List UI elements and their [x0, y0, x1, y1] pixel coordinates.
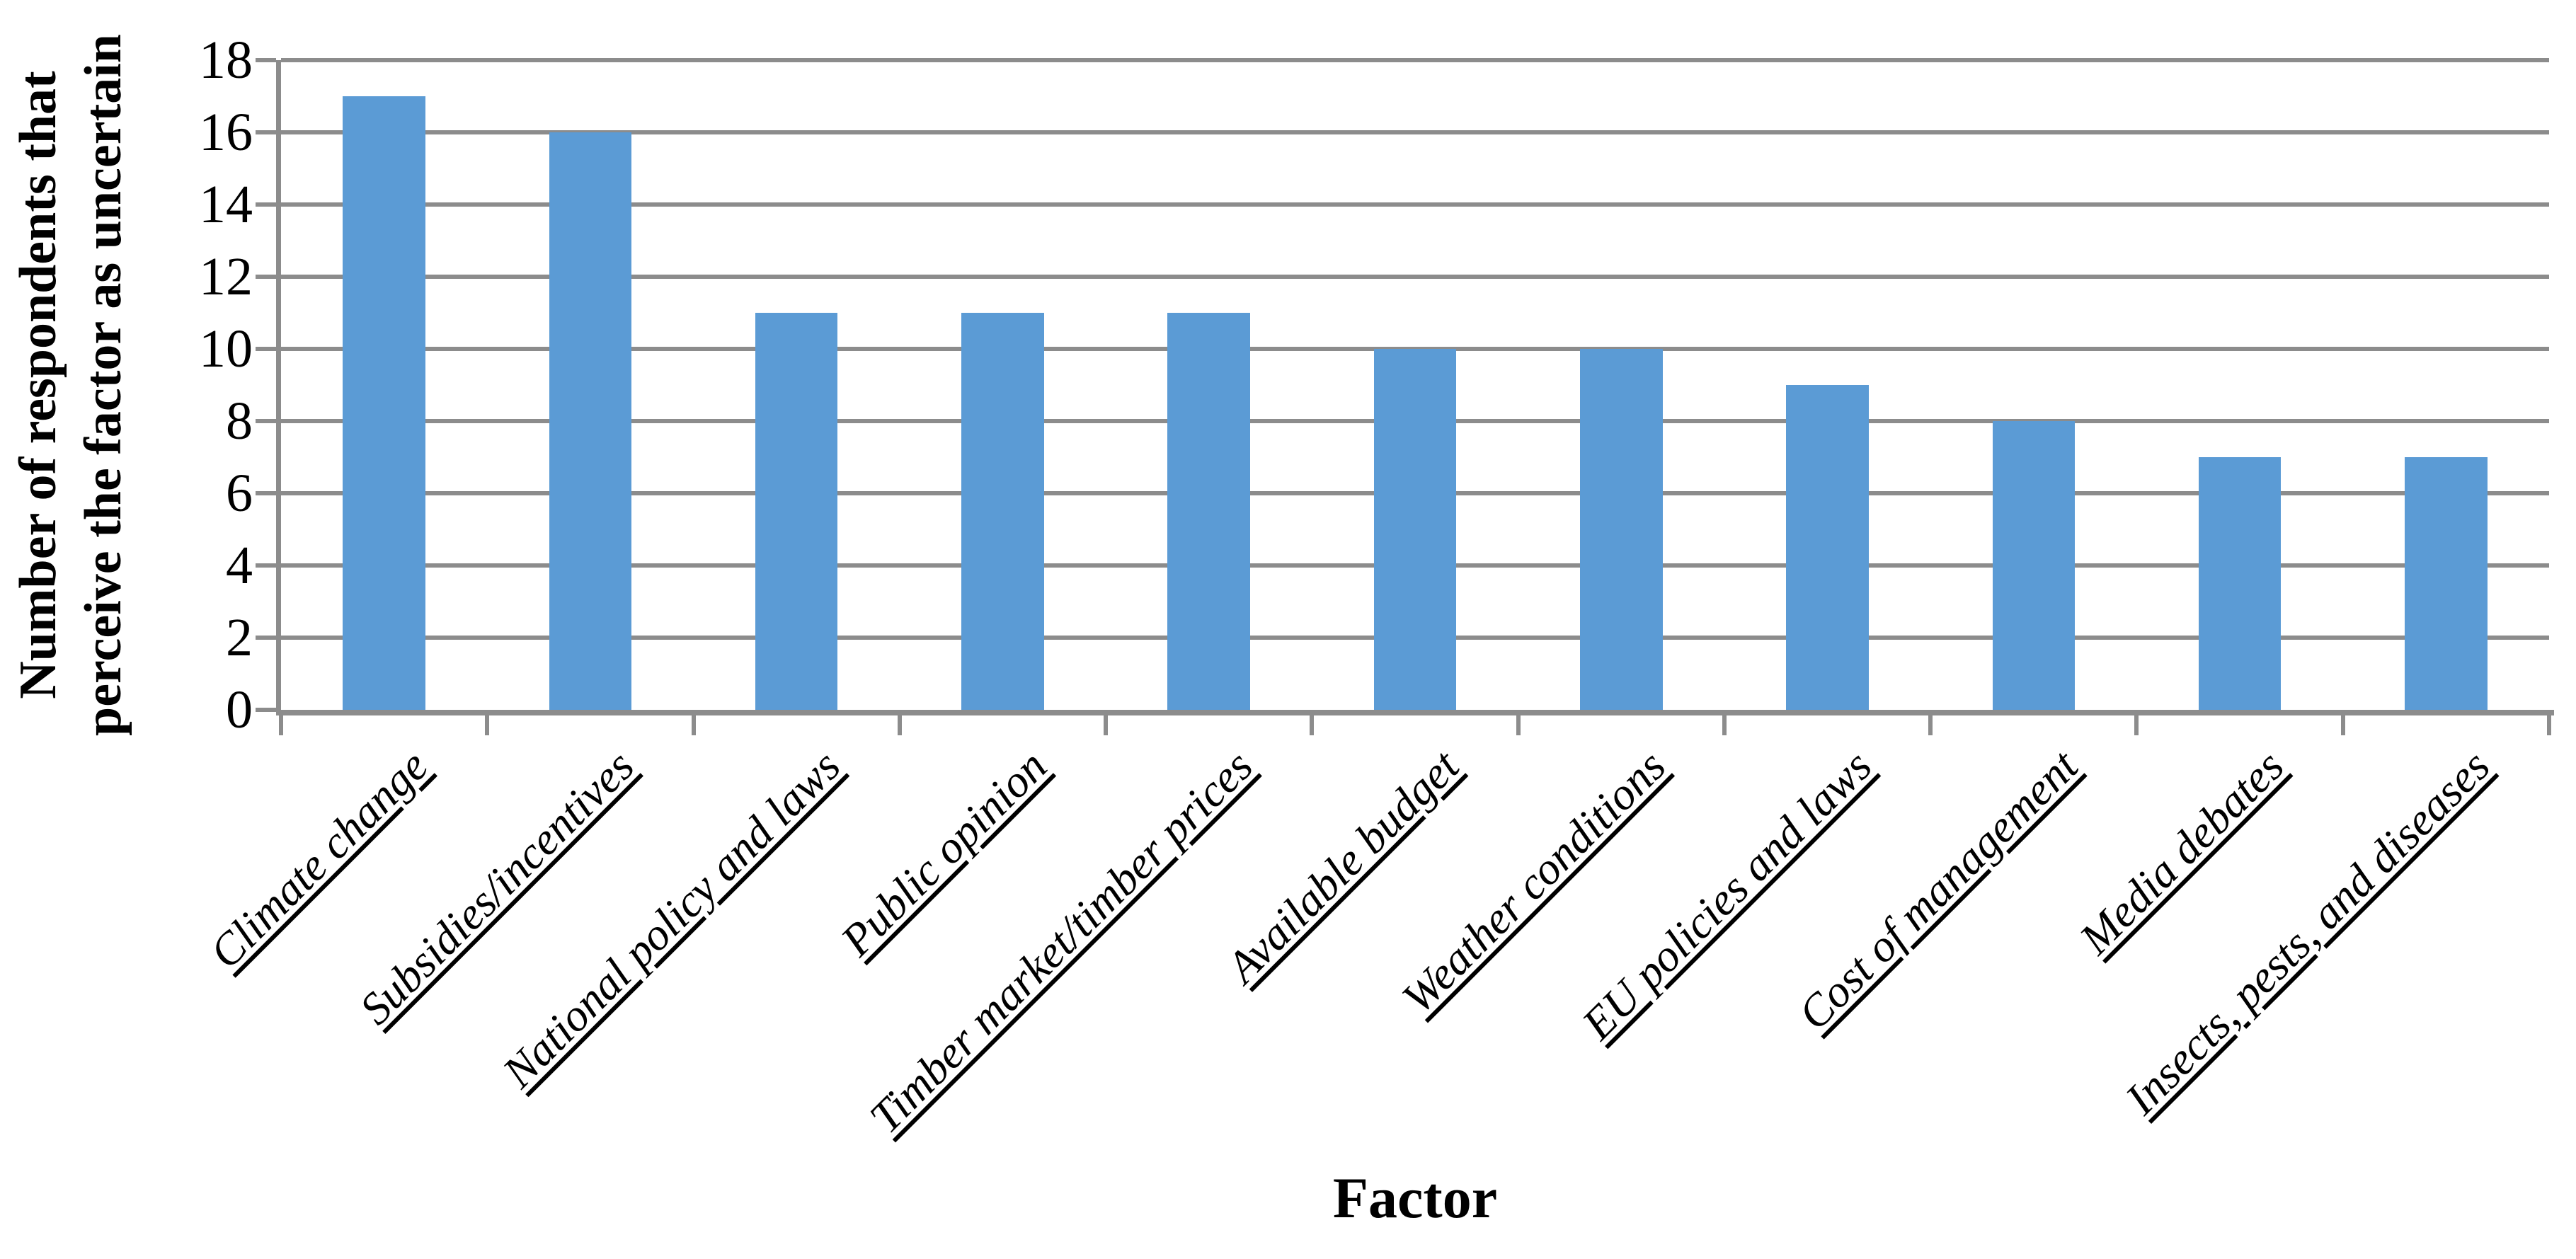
bar [2198, 457, 2282, 710]
x-tick-mark [485, 710, 490, 735]
y-tick-label: 16 [199, 103, 253, 162]
bar [961, 313, 1044, 710]
x-tick-mark [1310, 710, 1315, 735]
gridline [281, 130, 2549, 134]
x-tick-mark [1928, 710, 1933, 735]
bar [343, 96, 425, 710]
x-tick-mark [2340, 710, 2345, 735]
y-tick-mark [256, 347, 276, 351]
bar [549, 132, 632, 710]
y-tick-mark [256, 130, 276, 134]
y-tick-mark [256, 708, 276, 712]
x-axis-title: Factor [1332, 1166, 1498, 1230]
category-label: Climate change [200, 740, 438, 978]
gridline [281, 58, 2549, 62]
bar [1373, 349, 1457, 710]
gridline [281, 202, 2549, 207]
x-tick-mark [691, 710, 696, 735]
bar [1580, 349, 1663, 710]
y-tick-mark [256, 563, 276, 568]
y-tick-mark [256, 419, 276, 423]
category-label: Media debates [2070, 740, 2294, 964]
x-tick-mark [897, 710, 902, 735]
y-tick-label: 2 [226, 608, 253, 667]
y-tick-label: 6 [226, 464, 253, 523]
bar [1167, 313, 1250, 710]
y-tick-label: 8 [226, 391, 253, 451]
x-tick-mark [2547, 710, 2551, 735]
x-tick-mark [1516, 710, 1521, 735]
y-tick-mark [256, 275, 276, 279]
y-axis-title-line-1: Number of respondents that [9, 71, 67, 699]
y-tick-label: 4 [226, 536, 253, 595]
y-tick-label: 18 [199, 30, 253, 90]
bar [1786, 385, 1869, 710]
bar [1992, 421, 2076, 710]
bar [755, 313, 838, 710]
y-tick-label: 12 [199, 247, 253, 306]
y-tick-label: 0 [226, 680, 253, 740]
x-tick-mark [279, 710, 283, 735]
y-tick-mark [256, 491, 276, 495]
y-axis-line [276, 60, 281, 715]
x-tick-mark [1722, 710, 1727, 735]
x-tick-mark [1104, 710, 1109, 735]
category-label: Timber market/timber prices [860, 740, 1263, 1143]
y-tick-mark [256, 58, 276, 62]
y-tick-label: 10 [199, 319, 253, 379]
category-label: Insects, pests, and diseases [2116, 740, 2500, 1124]
x-tick-mark [2134, 710, 2139, 735]
y-tick-label: 14 [199, 175, 253, 234]
bar [2405, 457, 2488, 710]
category-label: National policy and laws [493, 740, 850, 1098]
category-label: Public opinion [831, 740, 1056, 966]
y-tick-mark [256, 202, 276, 207]
x-axis-line [276, 710, 2554, 715]
gridline [281, 275, 2549, 279]
y-tick-mark [256, 636, 276, 640]
